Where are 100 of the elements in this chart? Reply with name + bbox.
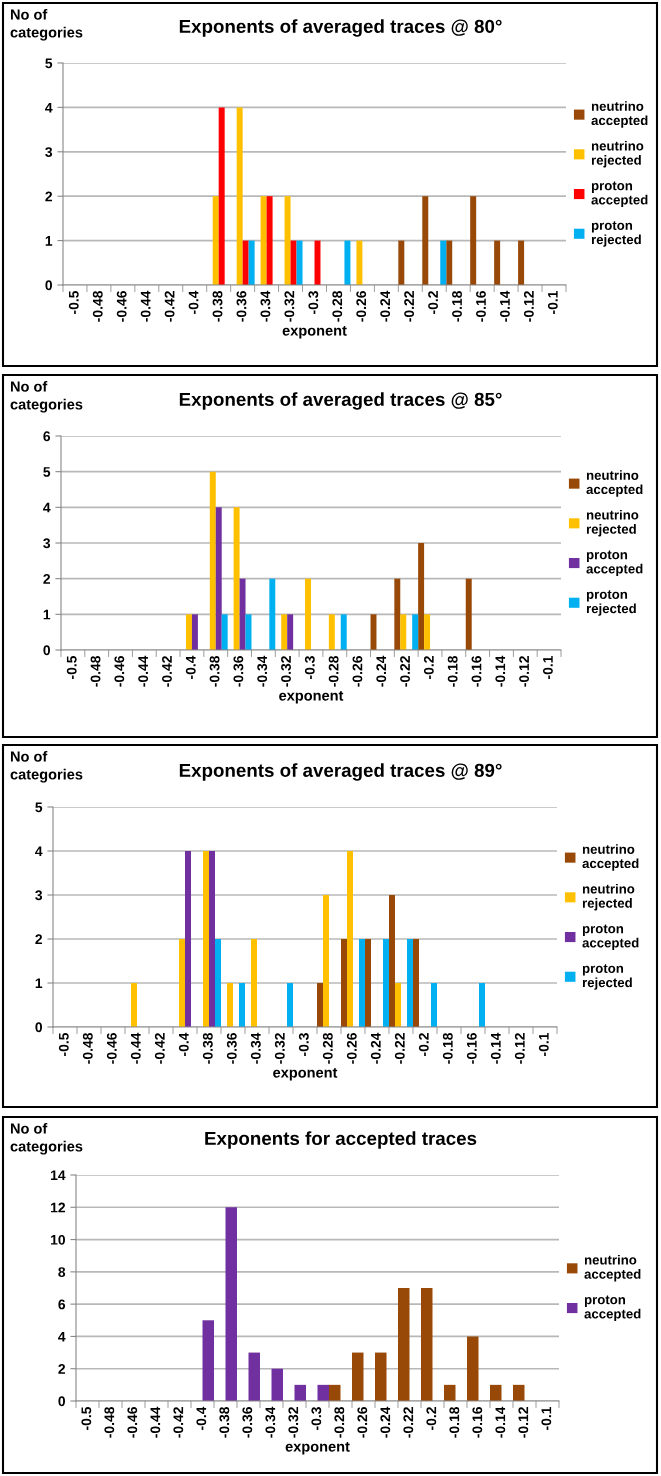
bar: [239, 983, 245, 1027]
x-tick-label: -0.2: [428, 291, 438, 314]
y-axis-title: No of categories: [10, 751, 83, 783]
bar: [398, 1288, 410, 1401]
y-axis-title: No of categories: [10, 1123, 83, 1155]
bar: [203, 851, 209, 1027]
bar: [412, 614, 419, 650]
y-tick-label: 4: [45, 102, 53, 113]
bar: [389, 895, 395, 1027]
bar: [394, 578, 401, 650]
bar: [340, 614, 347, 650]
x-tick-label: -0.24: [380, 1406, 391, 1438]
x-tick-label: -0.26: [346, 1033, 357, 1064]
x-tick-label: -0.5: [68, 290, 79, 314]
y-tick-label: 1: [35, 978, 43, 989]
x-tick-label: -0.32: [281, 656, 291, 687]
bar: [328, 614, 335, 650]
legend-label: neutrino accepted: [584, 1254, 641, 1282]
y-tick-label: 4: [58, 1331, 66, 1342]
y-tick-label: 0: [35, 1022, 43, 1033]
x-tick-label: -0.28: [328, 655, 339, 687]
x-tick-label: -0.42: [173, 1407, 184, 1438]
x-tick-label: -0.5: [66, 655, 77, 679]
bar: [248, 240, 255, 285]
y-tick-label: 3: [45, 147, 53, 157]
x-tick-label: -0.22: [394, 1033, 405, 1064]
bar: [227, 983, 233, 1027]
legend-label: proton accepted: [584, 1295, 641, 1322]
chart-title: Exponents of averaged traces @ 85°: [179, 392, 502, 410]
chart-title: Exponents of averaged traces @ 89°: [179, 763, 502, 781]
x-tick-label: -0.2: [418, 1033, 429, 1056]
bar: [494, 240, 501, 285]
x-axis-title: exponent: [273, 1068, 338, 1081]
y-tick-label: 5: [45, 58, 53, 69]
x-tick-label: -0.38: [209, 655, 220, 687]
bar: [400, 614, 407, 650]
bar: [440, 240, 447, 285]
x-tick-label: -0.12: [523, 291, 534, 322]
x-tick-label: -0.4: [185, 655, 196, 679]
y-tick-label: 3: [43, 538, 51, 549]
bar: [186, 614, 192, 650]
x-tick-label: -0.46: [106, 1033, 117, 1064]
y-tick-label: 8: [58, 1267, 66, 1278]
y-tick-label: 2: [43, 574, 51, 584]
x-tick-label: -0.38: [219, 1406, 230, 1438]
bar: [185, 851, 191, 1027]
bar: [202, 1320, 214, 1401]
x-tick-label: -0.36: [226, 1033, 237, 1064]
legend-label: neutrino rejected: [586, 509, 639, 537]
bar: [131, 983, 137, 1027]
legend-label: proton accepted: [586, 550, 643, 577]
bar: [347, 851, 353, 1027]
chart-title: Exponents of averaged traces @ 80°: [179, 19, 502, 37]
y-tick-label: 14: [51, 1170, 66, 1181]
bar: [242, 240, 249, 285]
x-tick-label: -0.28: [322, 1032, 333, 1064]
y-tick-label: 6: [58, 1299, 66, 1310]
x-tick-label: -0.26: [352, 656, 363, 687]
bar: [191, 614, 198, 650]
x-tick-label: -0.36: [236, 291, 247, 322]
x-tick-label: -0.3: [311, 1407, 322, 1430]
x-tick-label: -0.22: [400, 656, 410, 687]
y-tick-label: 0: [58, 1396, 66, 1407]
x-tick-label: -0.44: [150, 1406, 161, 1438]
bar: [251, 939, 257, 1027]
legend-label: proton rejected: [586, 590, 636, 616]
y-axis-title: No of categories: [10, 381, 83, 413]
x-tick-label: -0.38: [202, 1032, 213, 1064]
x-tick-label: -0.16: [472, 1407, 483, 1438]
y-tick-label: 5: [35, 802, 43, 813]
bar: [239, 578, 246, 650]
bar: [356, 240, 363, 285]
y-tick-label: 6: [43, 431, 51, 442]
legend-label: proton accepted: [582, 924, 639, 951]
bar: [287, 614, 294, 650]
x-tick-label: -0.14: [490, 1032, 501, 1064]
y-tick-label: 4: [35, 846, 43, 857]
x-tick-label: -0.12: [519, 656, 530, 687]
x-tick-label: -0.32: [288, 1407, 299, 1438]
bar: [329, 1384, 341, 1401]
x-axis-title: exponent: [282, 326, 347, 339]
x-tick-label: -0.16: [476, 291, 486, 322]
y-tick-label: 1: [43, 609, 51, 620]
bar: [467, 1336, 479, 1401]
x-tick-label: -0.3: [304, 656, 315, 679]
x-tick-label: -0.2: [423, 656, 434, 679]
bar: [296, 240, 303, 285]
legend-label: proton accepted: [591, 181, 648, 208]
x-tick-label: -0.46: [116, 291, 127, 322]
legend-label: neutrino accepted: [591, 101, 648, 128]
x-tick-label: -0.32: [274, 1033, 285, 1064]
bar: [225, 1207, 237, 1401]
x-tick-label: -0.44: [140, 290, 151, 322]
y-tick-label: 4: [43, 502, 51, 513]
bar: [215, 507, 222, 650]
x-tick-label: -0.26: [357, 1407, 368, 1438]
bar: [365, 939, 371, 1027]
bar: [284, 196, 291, 285]
x-tick-label: -0.28: [334, 1406, 345, 1438]
x-tick-label: -0.28: [332, 290, 343, 322]
